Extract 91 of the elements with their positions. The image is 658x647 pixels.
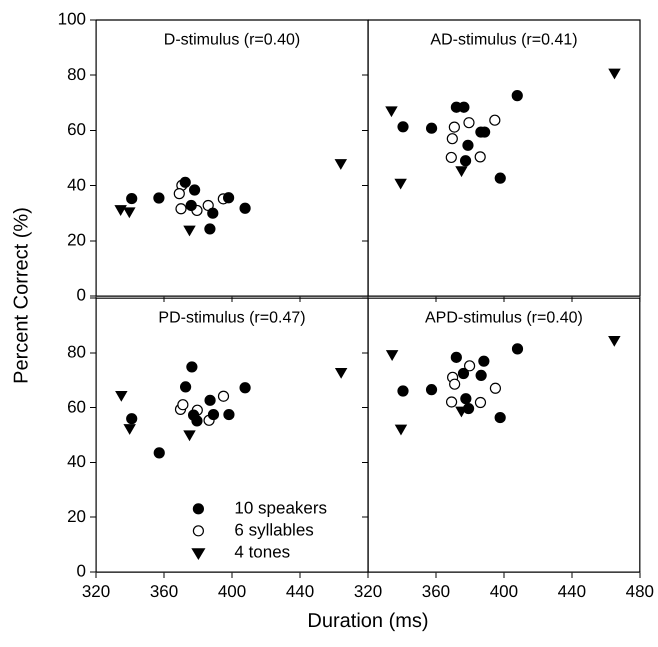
legend-label: 4 tones (234, 542, 290, 562)
point (448, 121, 460, 133)
point (458, 368, 470, 380)
x-tick-label: 400 (218, 582, 246, 601)
x-tick-label: 400 (490, 582, 518, 601)
x-axis-title: Duration (ms) (306, 610, 430, 633)
x-tick-label: 440 (558, 582, 586, 601)
point (395, 424, 407, 435)
point (494, 172, 506, 184)
point (223, 192, 234, 204)
point (239, 382, 251, 394)
point (180, 381, 192, 393)
point (218, 390, 230, 402)
point (335, 368, 347, 378)
x-tick-label: 320 (82, 582, 110, 601)
point (180, 176, 191, 188)
point (512, 343, 524, 354)
point (177, 399, 188, 410)
x-tick-label: 320 (354, 582, 382, 601)
text: PD-stimulus (r=0.47) (158, 310, 306, 327)
text: D-stimulus (r=0.40) (164, 31, 300, 48)
x-tick-label: 480 (626, 582, 654, 601)
point (512, 90, 523, 102)
point (124, 207, 136, 218)
y-axis-title: Percent Correct (%) (10, 206, 34, 386)
text: AD-stimulus (r=0.41) (430, 31, 578, 48)
point (153, 192, 164, 204)
x-tick-label: 360 (422, 582, 450, 601)
point (223, 408, 235, 420)
point (397, 385, 409, 397)
point (116, 390, 128, 402)
y-tick-label: 60 (67, 120, 86, 140)
point (608, 336, 620, 346)
y-tick-label: 60 (67, 397, 86, 416)
point (208, 408, 220, 420)
point (386, 350, 398, 360)
y-tick-label: 20 (67, 230, 86, 250)
point (462, 402, 474, 414)
y-tick-label: 20 (67, 506, 86, 526)
point (186, 361, 198, 373)
point (154, 447, 165, 458)
point (476, 370, 487, 382)
point (202, 200, 214, 212)
point (174, 188, 185, 200)
point (186, 200, 197, 212)
y-tick-label: 40 (67, 452, 86, 472)
point (478, 356, 490, 367)
x-tick-label: 440 (286, 582, 314, 601)
point (494, 412, 506, 424)
point (114, 205, 126, 216)
point (446, 396, 458, 408)
point (460, 393, 472, 404)
point (456, 166, 468, 176)
point (489, 114, 500, 126)
point (474, 396, 486, 408)
point (397, 121, 409, 132)
y-tick-label: 80 (67, 342, 86, 362)
point (175, 203, 187, 214)
point (450, 352, 462, 363)
legend-label: 10 speakers (234, 498, 328, 518)
point (449, 378, 460, 390)
y-tick-label: 40 (67, 175, 86, 194)
point (204, 394, 216, 406)
point (490, 382, 502, 394)
point (207, 208, 218, 219)
point (191, 415, 203, 426)
x-tick-label: 360 (150, 582, 178, 601)
point (239, 202, 251, 214)
point (126, 192, 138, 204)
y-tick-label: 100 (58, 10, 86, 29)
point (460, 155, 472, 166)
y-tick-label: 0 (76, 286, 86, 305)
point (463, 117, 475, 128)
point (446, 152, 457, 164)
point (189, 184, 200, 196)
point (474, 151, 486, 162)
point (464, 360, 476, 372)
point (462, 140, 474, 151)
y-tick-label: 0 (76, 562, 86, 581)
point (386, 106, 398, 117)
point (426, 122, 438, 134)
point (184, 226, 196, 236)
point (394, 178, 406, 189)
y-tick-label: 80 (67, 64, 86, 84)
point (426, 384, 438, 396)
point (446, 133, 458, 144)
legend-label: 6 syllables (234, 520, 314, 540)
point (126, 413, 138, 424)
text: APD-stimulus (r=0.40) (424, 310, 583, 327)
point (608, 68, 620, 79)
point (204, 223, 216, 235)
